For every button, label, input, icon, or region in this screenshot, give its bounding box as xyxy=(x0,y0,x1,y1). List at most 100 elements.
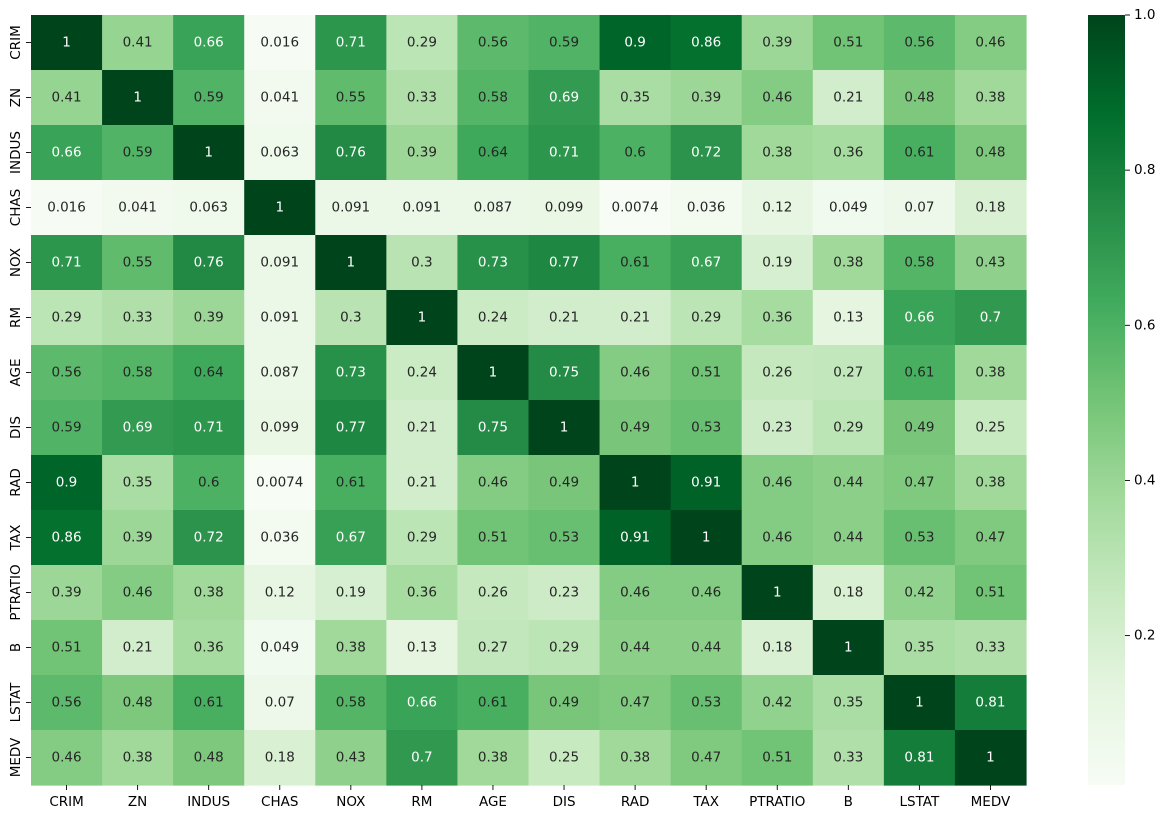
heatmap-cell xyxy=(315,15,387,71)
cell-value-label: 0.44 xyxy=(620,640,650,656)
cell-value-label: 0.13 xyxy=(407,640,437,656)
cell-value-label: 0.55 xyxy=(123,255,153,271)
heatmap-cell xyxy=(457,510,530,566)
cell-value-label: 0.51 xyxy=(833,35,863,51)
cell-value-label: 0.42 xyxy=(904,585,934,601)
cell-value-label: 0.18 xyxy=(975,200,1005,216)
cell-value-label: 0.23 xyxy=(762,420,792,436)
heatmap-cell xyxy=(741,620,814,676)
cell-value-label: 0.35 xyxy=(123,475,153,491)
heatmap-cell xyxy=(741,400,814,456)
heatmap-cell xyxy=(457,455,530,511)
x-tick-label: B xyxy=(844,794,853,810)
heatmap-cell xyxy=(315,235,387,291)
heatmap-cell xyxy=(244,510,316,566)
colorbar-tick-label: 1.0 xyxy=(1134,7,1155,23)
cell-value-label: 0.47 xyxy=(904,475,934,491)
heatmap-cell xyxy=(31,400,103,456)
cell-value-label: 0.46 xyxy=(52,750,82,766)
cell-value-label: 0.41 xyxy=(123,35,153,51)
heatmap-cell xyxy=(102,455,174,511)
cell-value-label: 0.063 xyxy=(189,200,228,216)
cell-value-label: 0.091 xyxy=(331,200,370,216)
cell-value-label: 0.049 xyxy=(260,640,299,656)
x-tick-label: RAD xyxy=(621,794,649,810)
heatmap-cell xyxy=(883,125,956,181)
heatmap-cell xyxy=(954,70,1027,126)
cell-value-label: 0.46 xyxy=(620,365,650,381)
x-tick-label: DIS xyxy=(553,794,576,810)
x-tick-label: INDUS xyxy=(187,794,230,810)
cell-value-label: 0.39 xyxy=(407,145,437,161)
heatmap-cell xyxy=(244,565,316,621)
cell-value-label: 0.7 xyxy=(980,310,1001,326)
cell-value-label: 1 xyxy=(844,640,853,656)
cell-value-label: 0.36 xyxy=(833,145,863,161)
heatmap-cell xyxy=(528,290,601,346)
heatmap-cell xyxy=(386,15,459,71)
cell-value-label: 0.38 xyxy=(833,255,863,271)
cell-value-label: 0.58 xyxy=(478,90,508,106)
heatmap-cell xyxy=(31,15,103,71)
heatmap-cell xyxy=(812,510,885,566)
heatmap-cell xyxy=(457,620,530,676)
cell-value-label: 0.12 xyxy=(762,200,792,216)
heatmap-cell xyxy=(386,345,459,401)
cell-value-label: 0.61 xyxy=(336,475,366,491)
cell-value-label: 0.75 xyxy=(549,365,579,381)
y-tick-label: TAX xyxy=(8,525,24,552)
heatmap-cell xyxy=(457,565,530,621)
heatmap-cell xyxy=(457,15,530,71)
heatmap-cell xyxy=(244,125,316,181)
heatmap-cell xyxy=(954,125,1027,181)
cell-value-label: 0.44 xyxy=(833,530,863,546)
heatmap-cell xyxy=(599,675,672,731)
cell-value-label: 0.33 xyxy=(407,90,437,106)
cell-value-label: 0.39 xyxy=(123,530,153,546)
cell-value-label: 0.51 xyxy=(691,365,721,381)
cell-value-label: 0.41 xyxy=(52,90,82,106)
x-tick-label: PTRATIO xyxy=(749,794,805,810)
heatmap-cell xyxy=(883,730,956,786)
heatmap-cell xyxy=(741,15,814,71)
heatmap-cell xyxy=(812,70,885,126)
cell-value-label: 0.86 xyxy=(52,530,82,546)
heatmap-cell xyxy=(812,400,885,456)
cell-value-label: 0.43 xyxy=(336,750,366,766)
cell-value-label: 0.53 xyxy=(549,530,579,546)
heatmap-cell xyxy=(599,565,672,621)
cell-value-label: 0.46 xyxy=(975,35,1005,51)
heatmap-cell xyxy=(741,290,814,346)
heatmap-cell xyxy=(315,455,387,511)
y-tick-label: INDUS xyxy=(8,131,24,174)
heatmap-cell xyxy=(670,400,743,456)
heatmap-cell xyxy=(244,180,316,236)
cell-value-label: 0.29 xyxy=(407,35,437,51)
heatmap-cell xyxy=(599,730,672,786)
cell-value-label: 0.55 xyxy=(336,90,366,106)
heatmap-cell xyxy=(741,125,814,181)
heatmap-cell xyxy=(457,400,530,456)
heatmap-cell xyxy=(173,290,245,346)
cell-value-label: 0.81 xyxy=(904,750,934,766)
heatmap-cell xyxy=(102,510,174,566)
heatmap-cell xyxy=(954,345,1027,401)
heatmap-cell xyxy=(457,180,530,236)
heatmap-cell xyxy=(741,345,814,401)
heatmap-cell xyxy=(812,675,885,731)
cell-value-label: 0.46 xyxy=(478,475,508,491)
cell-value-label: 0.33 xyxy=(975,640,1005,656)
heatmap-cell xyxy=(883,345,956,401)
heatmap-cell xyxy=(31,180,103,236)
y-tick-label: B xyxy=(8,643,24,652)
heatmap-cell xyxy=(812,345,885,401)
heatmap-cell xyxy=(954,510,1027,566)
cell-value-label: 0.38 xyxy=(478,750,508,766)
cell-value-label: 0.087 xyxy=(474,200,513,216)
cell-value-label: 0.43 xyxy=(975,255,1005,271)
heatmap-cell xyxy=(812,730,885,786)
cell-value-label: 0.61 xyxy=(904,365,934,381)
cell-value-label: 0.26 xyxy=(762,365,792,381)
cell-value-label: 0.71 xyxy=(52,255,82,271)
cell-value-label: 0.21 xyxy=(620,310,650,326)
